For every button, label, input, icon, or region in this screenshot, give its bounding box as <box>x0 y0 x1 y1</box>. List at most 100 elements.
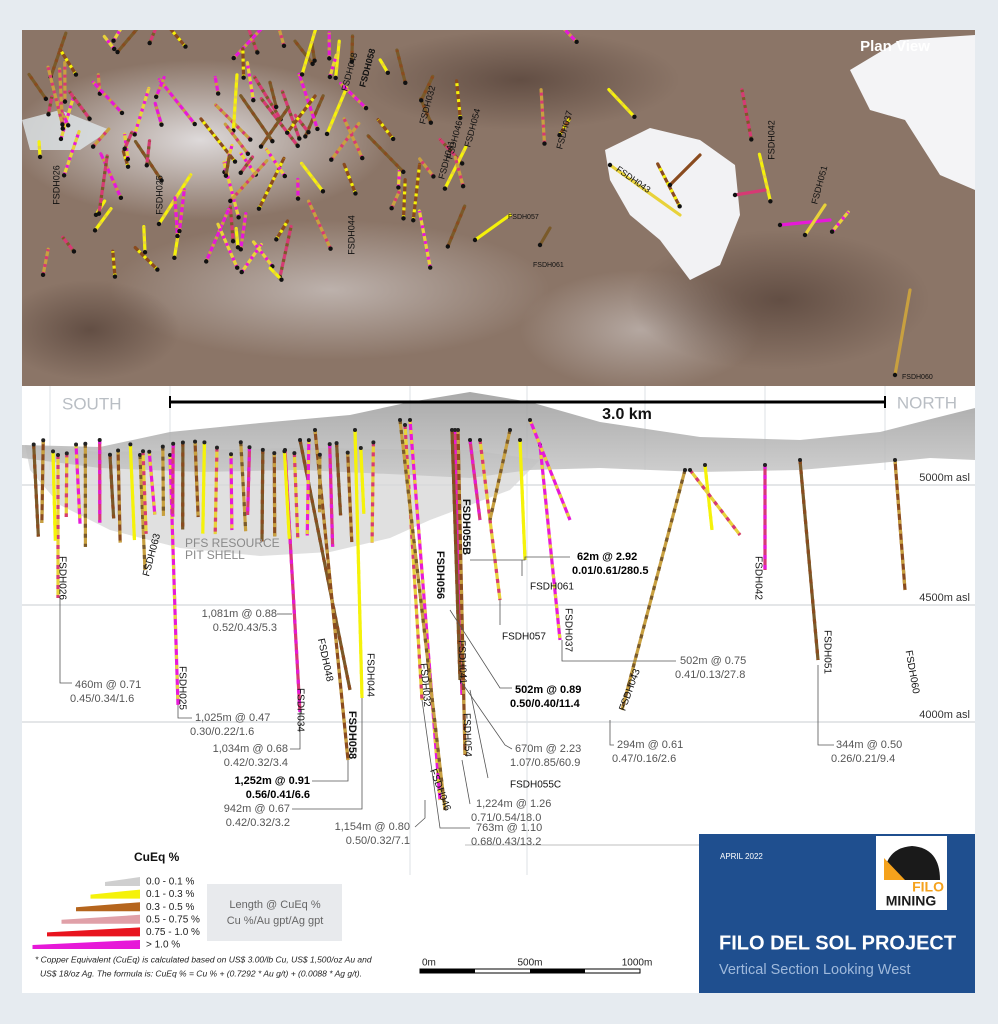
project-subtitle: Vertical Section Looking West <box>719 962 911 978</box>
logo-text: MINING <box>886 893 937 909</box>
intercept-grades: 0.68/0.43/13.2 <box>471 836 541 848</box>
collar <box>274 237 279 242</box>
leader <box>292 698 363 810</box>
collar <box>445 244 451 249</box>
plan-hole-interval <box>96 74 102 94</box>
collar <box>802 232 808 238</box>
collar <box>66 123 71 128</box>
section-hole <box>260 449 265 542</box>
collar <box>703 463 707 467</box>
intercept-grades: 0.50/0.32/7.1 <box>346 835 410 847</box>
plan-hole-interval <box>757 153 772 202</box>
plan-hole-interval <box>27 73 48 100</box>
collar <box>358 446 363 451</box>
collar <box>155 267 160 272</box>
section-hole-label: FSDH025 <box>176 666 187 710</box>
collar <box>328 246 333 251</box>
collar <box>215 91 221 96</box>
collar <box>255 50 260 55</box>
plan-hole-interval <box>245 62 255 101</box>
plan-hole-interval <box>307 200 332 250</box>
section-hole-interval <box>246 447 252 516</box>
logo-text: FILO <box>912 879 944 895</box>
collar <box>363 105 369 111</box>
plan-hole <box>91 80 124 115</box>
section-hole <box>116 450 122 543</box>
intercept-grades: 0.42/0.32/3.4 <box>224 757 288 769</box>
snow <box>605 128 740 280</box>
section-hole <box>138 454 147 571</box>
plan-hole <box>145 139 152 167</box>
collar <box>118 195 124 201</box>
drill-holes <box>31 418 907 811</box>
project-title: FILO DEL SOL PROJECT <box>719 932 956 954</box>
plan-hole-interval <box>260 97 300 147</box>
plan-hole-interval <box>257 157 286 210</box>
plan-title: Plan View <box>860 38 930 55</box>
collar <box>313 428 317 432</box>
pale-ground <box>110 220 550 360</box>
collar <box>256 206 262 211</box>
collar <box>142 249 148 255</box>
plan-hole-interval <box>228 206 235 242</box>
legend-swatch <box>47 927 140 937</box>
plan-hole <box>216 222 239 270</box>
plan-hole-interval <box>607 88 636 118</box>
collar <box>829 229 835 234</box>
collar <box>71 249 77 254</box>
collar <box>236 215 241 220</box>
section-hole-label: FSDH034 <box>294 688 305 732</box>
plan-hole-interval <box>339 82 368 110</box>
plan-hole <box>538 226 552 247</box>
collar <box>147 449 152 454</box>
intercept-length: 502m @ 0.89 <box>515 684 581 696</box>
collar <box>115 49 120 55</box>
collar <box>298 438 302 442</box>
intercept-grades: 0.42/0.32/3.2 <box>226 817 290 829</box>
collar <box>401 216 406 221</box>
leader <box>449 609 512 689</box>
plan-hole-interval <box>153 102 164 126</box>
plan-hole <box>893 288 912 377</box>
section-hole-interval <box>359 447 366 514</box>
section-hole-interval <box>328 444 335 547</box>
plan-hole-interval <box>234 228 240 248</box>
collar <box>574 39 579 45</box>
terrain <box>22 392 975 478</box>
south-label: SOUTH <box>62 394 122 413</box>
plan-hole-interval <box>172 225 182 259</box>
collar <box>159 178 164 183</box>
collar <box>453 428 457 432</box>
collar <box>292 451 297 456</box>
collar <box>97 438 102 443</box>
plan-hole-label: FSDH061 <box>533 262 564 269</box>
leader <box>414 800 426 828</box>
collar <box>327 74 333 80</box>
section-hole-interval <box>40 440 45 524</box>
collar <box>478 438 482 442</box>
elevation-label: 4000m asl <box>919 709 970 721</box>
collar <box>632 114 637 119</box>
collar <box>542 141 547 146</box>
collar <box>390 136 396 142</box>
collar <box>204 259 209 264</box>
plan-hole <box>668 153 702 187</box>
plan-hole <box>443 145 468 191</box>
plan-hole-interval <box>239 156 254 174</box>
collar <box>306 438 311 443</box>
collar <box>239 269 244 275</box>
north-label: NORTH <box>897 393 957 412</box>
plan-hole-interval <box>390 190 401 209</box>
logo-arch <box>884 846 940 880</box>
plan-hole <box>419 74 435 102</box>
collar <box>51 449 56 454</box>
collar <box>245 151 251 156</box>
collar <box>41 438 46 443</box>
section-hole <box>51 451 57 541</box>
plan-hole-interval <box>112 30 122 42</box>
section-hole-label: FSDH037 <box>562 608 573 652</box>
plan-hole <box>173 196 180 238</box>
section-hole-label: FSDH051 <box>821 630 832 674</box>
plan-hole-interval <box>154 76 166 98</box>
section-hole <box>346 452 354 543</box>
